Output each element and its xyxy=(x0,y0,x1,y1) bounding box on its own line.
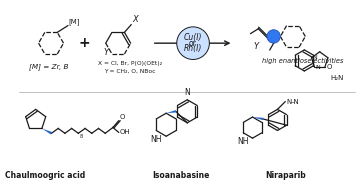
Text: [M]: [M] xyxy=(69,18,80,25)
Text: NH: NH xyxy=(150,135,162,144)
Text: N: N xyxy=(312,55,317,60)
Text: +: + xyxy=(79,36,90,50)
Text: O: O xyxy=(327,64,332,70)
Polygon shape xyxy=(42,129,52,134)
Text: H₂N: H₂N xyxy=(330,75,344,81)
Text: Y = CH₂, O, NBoc: Y = CH₂, O, NBoc xyxy=(104,69,156,74)
Text: Chaulmoogric acid: Chaulmoogric acid xyxy=(5,171,85,180)
Text: Niraparib: Niraparib xyxy=(266,171,306,180)
Text: [M] = Zr, B: [M] = Zr, B xyxy=(30,63,69,70)
Text: 8: 8 xyxy=(79,134,82,139)
Text: X: X xyxy=(132,15,138,24)
Text: Rh(I): Rh(I) xyxy=(184,44,202,53)
Text: high enantioselectivities: high enantioselectivities xyxy=(262,58,343,64)
Text: OH: OH xyxy=(120,129,130,135)
Text: Cu(I): Cu(I) xyxy=(184,33,202,42)
Text: X = Cl, Br, P(O)(OEt)₂: X = Cl, Br, P(O)(OEt)₂ xyxy=(98,61,162,66)
Text: N: N xyxy=(184,88,190,97)
Text: or: or xyxy=(189,39,197,48)
Circle shape xyxy=(267,30,280,43)
Text: Y: Y xyxy=(103,48,108,57)
Text: O: O xyxy=(120,114,125,120)
Text: NH: NH xyxy=(238,137,249,146)
Text: –N: –N xyxy=(291,99,300,105)
Circle shape xyxy=(177,27,210,60)
Text: Isoanabasine: Isoanabasine xyxy=(152,171,209,180)
Polygon shape xyxy=(252,117,263,120)
Text: N: N xyxy=(316,65,320,70)
Text: Y: Y xyxy=(254,42,259,51)
Text: N: N xyxy=(286,99,291,105)
Polygon shape xyxy=(166,110,176,113)
